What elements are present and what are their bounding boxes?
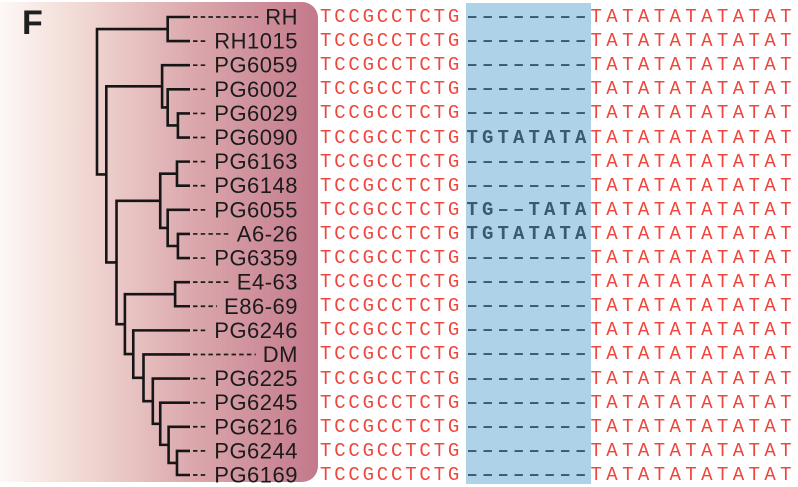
- alignment-row: TCCGCCTCTG –––––––– TATATATATATAT: [0, 391, 798, 415]
- sequence-gap-region: ––––––––: [466, 295, 591, 318]
- sequence-right-flank: TATATATATATAT: [590, 271, 796, 294]
- alignment-row: TCCGCCTCTG –––––––– TATATATATATAT: [0, 53, 798, 77]
- alignment-row: TCCGCCTCTG –––––––– TATATATATATAT: [0, 270, 798, 294]
- sequence-left-flank: TCCGCCTCTG: [320, 367, 463, 390]
- sequence-gap-region: TGTATATA: [466, 126, 591, 149]
- alignment-row: TCCGCCTCTG TGTATATA TATATATATATAT: [0, 222, 798, 246]
- sequence-left-flank: TCCGCCTCTG: [320, 415, 463, 438]
- sequence-right-flank: TATATATATATAT: [590, 198, 796, 221]
- sequence-right-flank: TATATATATATAT: [590, 222, 796, 245]
- sequence-gap-region: TG––TATA: [466, 198, 591, 221]
- sequence-left-flank: TCCGCCTCTG: [320, 6, 463, 28]
- sequence-left-flank: TCCGCCTCTG: [320, 343, 463, 366]
- sequence-left-flank: TCCGCCTCTG: [320, 222, 463, 245]
- alignment-row: TCCGCCTCTG –––––––– TATATATATATAT: [0, 246, 798, 270]
- sequence-left-flank: TCCGCCTCTG: [320, 30, 463, 53]
- sequence-gap-region: ––––––––: [466, 439, 591, 462]
- sequence-left-flank: TCCGCCTCTG: [320, 126, 463, 149]
- sequence-left-flank: TCCGCCTCTG: [320, 247, 463, 270]
- sequence-right-flank: TATATATATATAT: [590, 295, 796, 318]
- sequence-left-flank: TCCGCCTCTG: [320, 54, 463, 77]
- sequence-left-flank: TCCGCCTCTG: [320, 439, 463, 462]
- sequence-gap-region: ––––––––: [466, 367, 591, 390]
- sequence-right-flank: TATATATATATAT: [590, 247, 796, 270]
- sequence-gap-region: ––––––––: [466, 247, 591, 270]
- alignment-row: TCCGCCTCTG TGTATATA TATATATATATAT: [0, 126, 798, 150]
- sequence-left-flank: TCCGCCTCTG: [320, 198, 463, 221]
- sequence-right-flank: TATATATATATAT: [590, 319, 796, 342]
- sequence-gap-region: ––––––––: [466, 78, 591, 101]
- sequence-gap-region: TGTATATA: [466, 222, 591, 245]
- alignment-row: TCCGCCTCTG –––––––– TATATATATATAT: [0, 367, 798, 391]
- sequence-right-flank: TATATATATATAT: [590, 102, 796, 125]
- sequence-gap-region: ––––––––: [466, 271, 591, 294]
- sequence-right-flank: TATATATATATAT: [590, 126, 796, 149]
- sequence-left-flank: TCCGCCTCTG: [320, 78, 463, 101]
- sequence-right-flank: TATATATATATAT: [590, 391, 796, 414]
- sequence-gap-region: ––––––––: [466, 6, 591, 28]
- sequence-right-flank: TATATATATATAT: [590, 150, 796, 173]
- sequence-left-flank: TCCGCCTCTG: [320, 271, 463, 294]
- sequence-left-flank: TCCGCCTCTG: [320, 463, 463, 486]
- sequence-left-flank: TCCGCCTCTG: [320, 102, 463, 125]
- alignment-row: TCCGCCTCTG –––––––– TATATATATATAT: [0, 29, 798, 53]
- sequence-gap-region: ––––––––: [466, 54, 591, 77]
- alignment-row: TCCGCCTCTG –––––––– TATATATATATAT: [0, 77, 798, 101]
- alignment-row: TCCGCCTCTG –––––––– TATATATATATAT: [0, 150, 798, 174]
- sequence-right-flank: TATATATATATAT: [590, 174, 796, 197]
- alignment-row: TCCGCCTCTG –––––––– TATATATATATAT: [0, 415, 798, 439]
- alignment-row: TCCGCCTCTG –––––––– TATATATATATAT: [0, 342, 798, 366]
- sequence-right-flank: TATATATATATAT: [590, 54, 796, 77]
- sequence-left-flank: TCCGCCTCTG: [320, 174, 463, 197]
- sequence-right-flank: TATATATATATAT: [590, 367, 796, 390]
- alignment-highlight-region: [466, 3, 591, 484]
- sequence-right-flank: TATATATATATAT: [590, 30, 796, 53]
- sequence-right-flank: TATATATATATAT: [590, 463, 796, 486]
- sequence-gap-region: ––––––––: [466, 319, 591, 342]
- alignment-row: TCCGCCTCTG –––––––– TATATATATATAT: [0, 439, 798, 463]
- sequence-right-flank: TATATATATATAT: [590, 415, 796, 438]
- sequence-gap-region: ––––––––: [466, 150, 591, 173]
- alignment-row: TCCGCCTCTG –––––––– TATATATATATAT: [0, 5, 798, 29]
- alignment-row: TCCGCCTCTG TG––TATA TATATATATATAT: [0, 198, 798, 222]
- sequence-gap-region: ––––––––: [466, 415, 591, 438]
- sequence-gap-region: ––––––––: [466, 30, 591, 53]
- alignment-row: TCCGCCTCTG –––––––– TATATATATATAT: [0, 463, 798, 487]
- sequence-left-flank: TCCGCCTCTG: [320, 295, 463, 318]
- alignment-row: TCCGCCTCTG –––––––– TATATATATATAT: [0, 294, 798, 318]
- sequence-left-flank: TCCGCCTCTG: [320, 319, 463, 342]
- sequence-gap-region: ––––––––: [466, 391, 591, 414]
- sequence-left-flank: TCCGCCTCTG: [320, 391, 463, 414]
- sequence-left-flank: TCCGCCTCTG: [320, 150, 463, 173]
- sequence-right-flank: TATATATATATAT: [590, 439, 796, 462]
- sequence-gap-region: ––––––––: [466, 463, 591, 486]
- sequence-gap-region: ––––––––: [466, 343, 591, 366]
- alignment-row: TCCGCCTCTG –––––––– TATATATATATAT: [0, 101, 798, 125]
- sequence-right-flank: TATATATATATAT: [590, 78, 796, 101]
- sequence-right-flank: TATATATATATAT: [590, 6, 796, 28]
- sequence-gap-region: ––––––––: [466, 102, 591, 125]
- alignment-row: TCCGCCTCTG –––––––– TATATATATATAT: [0, 318, 798, 342]
- panel-label: F: [22, 4, 44, 42]
- sequence-gap-region: ––––––––: [466, 174, 591, 197]
- sequence-right-flank: TATATATATATAT: [590, 343, 796, 366]
- alignment-row: TCCGCCTCTG –––––––– TATATATATATAT: [0, 174, 798, 198]
